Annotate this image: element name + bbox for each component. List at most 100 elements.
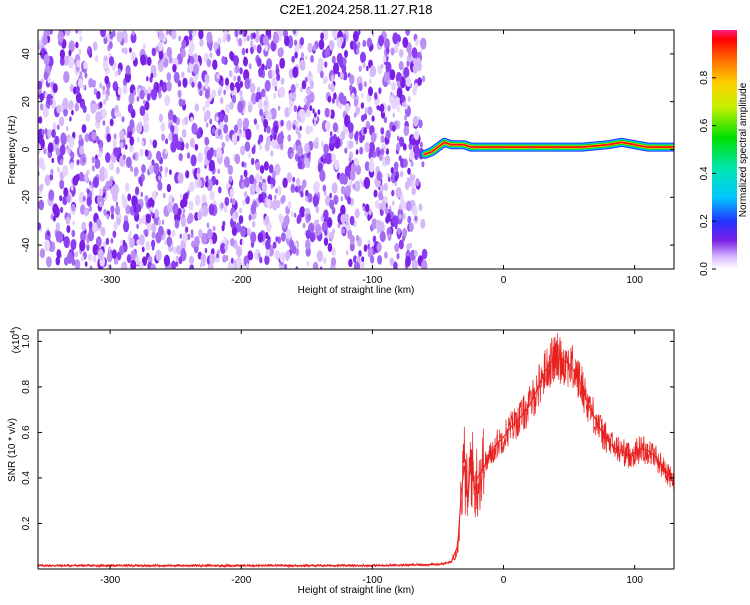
spectrogram-x-tick-label: -200: [231, 275, 251, 286]
noise-speck: [417, 77, 423, 86]
noise-speck: [56, 166, 61, 174]
noise-speck: [344, 165, 351, 177]
noise-speck: [362, 61, 366, 69]
noise-speck: [280, 232, 286, 242]
noise-speck: [348, 156, 352, 163]
noise-speck: [328, 83, 332, 90]
noise-speck: [103, 208, 107, 216]
signal-track-point: [607, 143, 610, 146]
snr-point: [306, 564, 308, 567]
noise-speck: [220, 242, 226, 255]
noise-speck: [170, 140, 177, 153]
noise-speck: [128, 130, 132, 139]
noise-speck: [170, 124, 175, 134]
noise-speck: [147, 199, 152, 208]
noise-speck: [49, 99, 53, 106]
noise-speck: [366, 37, 373, 48]
noise-speck: [159, 165, 163, 173]
noise-speck: [389, 69, 396, 81]
noise-speck: [94, 55, 99, 63]
noise-speck: [397, 41, 400, 47]
noise-speck: [383, 196, 388, 204]
spectrogram-signal-track: [420, 137, 674, 159]
noise-speck: [340, 36, 344, 44]
noise-speck: [130, 259, 137, 269]
noise-speck: [88, 230, 94, 242]
noise-speck: [151, 223, 157, 233]
noise-speck: [318, 39, 325, 50]
noise-speck: [404, 115, 407, 121]
noise-speck: [38, 131, 42, 139]
noise-speck: [168, 132, 173, 142]
noise-speck: [265, 135, 271, 145]
noise-speck: [402, 143, 407, 151]
noise-speck: [329, 199, 335, 210]
noise-speck: [237, 117, 243, 129]
noise-speck: [256, 44, 262, 54]
noise-speck: [204, 81, 209, 90]
noise-speck: [333, 62, 340, 75]
noise-speck: [398, 204, 402, 210]
noise-speck: [418, 203, 423, 211]
noise-speck: [301, 80, 307, 90]
noise-speck: [121, 47, 125, 54]
noise-speck: [394, 224, 398, 230]
noise-speck: [131, 30, 135, 36]
noise-speck: [246, 263, 249, 269]
noise-speck: [357, 41, 361, 49]
snr-point: [660, 463, 662, 466]
noise-speck: [387, 233, 392, 241]
noise-speck: [229, 82, 235, 92]
spectrogram-x-tick-label: 100: [626, 275, 643, 286]
noise-speck: [158, 113, 164, 123]
noise-speck: [292, 176, 296, 183]
noise-speck: [82, 156, 86, 163]
noise-speck: [74, 259, 81, 269]
noise-speck: [421, 259, 428, 269]
noise-speck: [230, 237, 235, 247]
noise-speck: [151, 245, 155, 251]
noise-speck: [92, 244, 99, 256]
noise-speck: [216, 73, 220, 80]
noise-speck: [224, 243, 229, 252]
noise-speck: [225, 83, 229, 91]
noise-speck: [72, 131, 76, 138]
noise-speck: [324, 61, 328, 68]
noise-speck: [354, 180, 361, 192]
noise-speck: [136, 203, 142, 213]
noise-speck: [364, 142, 370, 153]
noise-speck: [292, 66, 299, 78]
spectrogram-y-tick-label: 20: [21, 96, 32, 108]
noise-speck: [364, 203, 370, 213]
snr-point: [601, 431, 603, 434]
noise-speck: [212, 59, 218, 70]
noise-speck: [75, 30, 79, 34]
noise-speck: [55, 230, 62, 242]
noise-speck: [79, 239, 86, 252]
noise-speck: [117, 68, 121, 76]
noise-speck: [328, 40, 335, 51]
noise-speck: [329, 192, 333, 199]
noise-speck: [201, 232, 208, 245]
snr-point: [529, 404, 531, 406]
noise-speck: [241, 47, 246, 56]
noise-speck: [410, 161, 414, 167]
noise-speck: [241, 161, 245, 168]
noise-speck: [345, 185, 351, 197]
noise-speck: [177, 172, 184, 184]
noise-speck: [251, 146, 256, 155]
noise-speck: [138, 218, 143, 225]
noise-speck: [342, 71, 348, 81]
noise-speck: [99, 201, 102, 208]
noise-speck: [125, 65, 131, 75]
noise-speck: [286, 172, 293, 183]
noise-speck: [127, 103, 133, 114]
noise-speck: [369, 45, 373, 52]
noise-speck: [356, 234, 360, 242]
noise-speck: [372, 235, 377, 243]
noise-speck: [304, 142, 310, 154]
noise-speck: [158, 219, 161, 226]
noise-speck: [393, 44, 399, 54]
signal-track-point: [476, 145, 479, 149]
noise-speck: [363, 113, 367, 120]
